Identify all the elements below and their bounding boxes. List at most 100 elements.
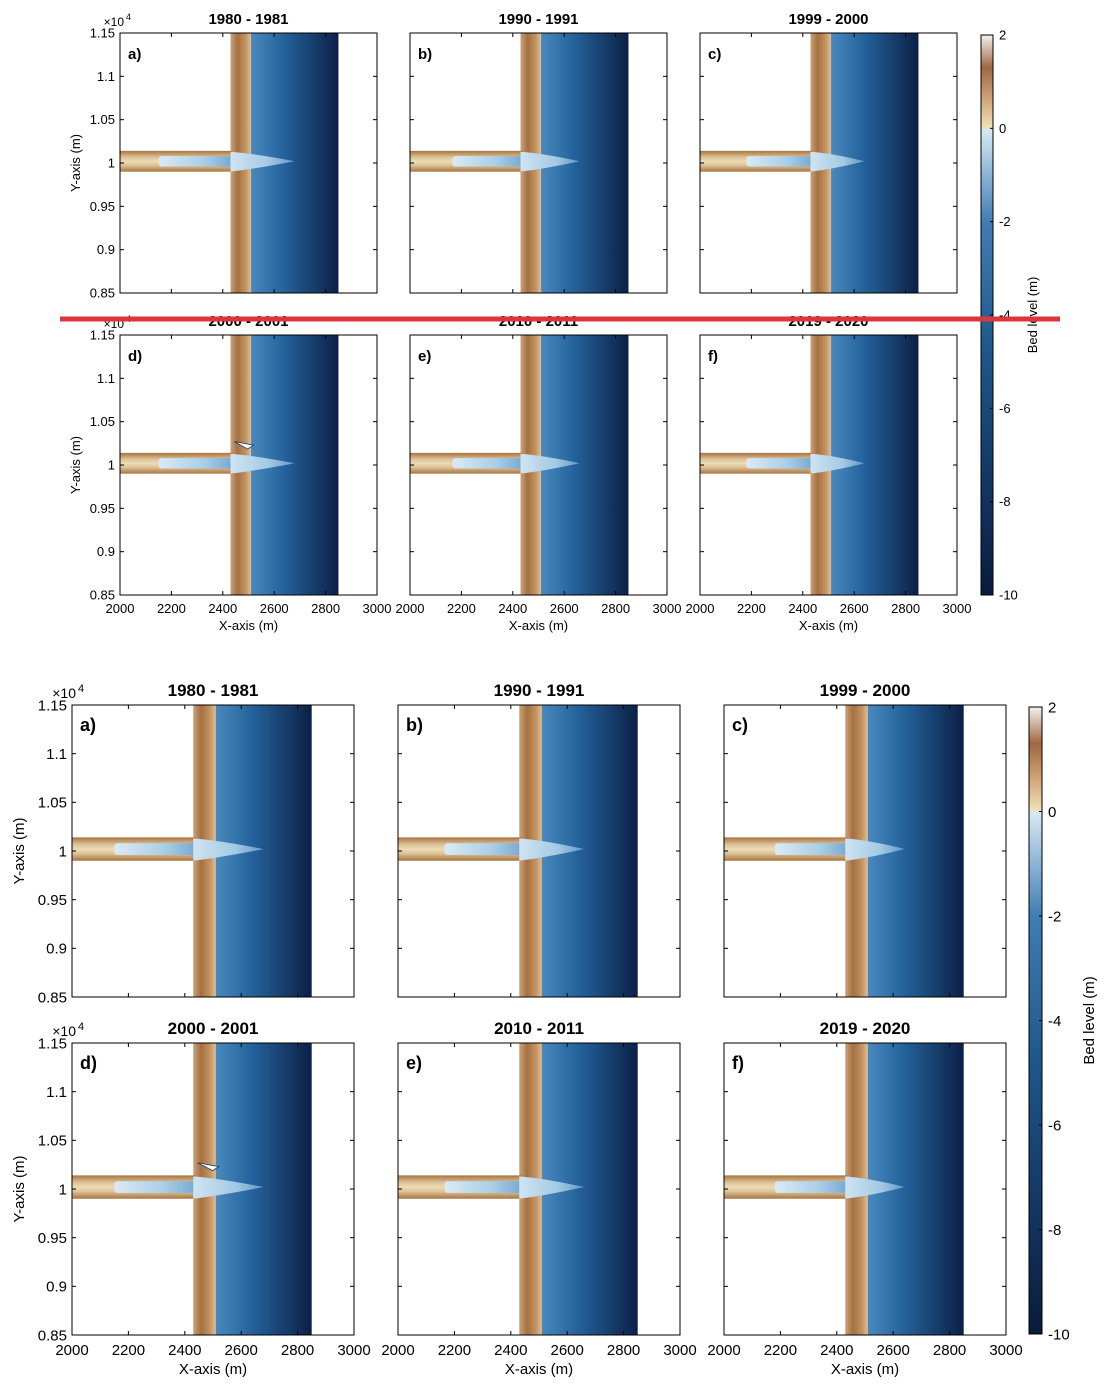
bed-level-map	[410, 33, 667, 293]
outflow-plume	[193, 838, 264, 861]
bed-level-map	[724, 705, 1006, 997]
outflow-plume	[520, 453, 580, 474]
x-tick-label: 2600	[550, 601, 579, 616]
y-multiplier-exponent: 4	[78, 1021, 84, 1033]
x-tick-label: 2200	[438, 1342, 471, 1359]
outflow-plume	[230, 453, 295, 474]
colorbar-tick-label: -8	[999, 494, 1011, 509]
x-axis-label: X-axis (m)	[509, 618, 568, 633]
y-tick-label: 0.95	[90, 199, 115, 214]
bed-level-map	[398, 1043, 680, 1335]
channel-water	[444, 1181, 525, 1193]
colorbar-tick-label: -6	[1048, 1117, 1061, 1134]
y-tick-label: 1.05	[38, 795, 67, 812]
panel-letter: e)	[418, 348, 431, 365]
y-tick-label: 0.9	[46, 941, 67, 958]
breach-feature	[234, 441, 255, 450]
bed-level-map	[72, 1043, 354, 1335]
x-tick-label: 3000	[337, 1342, 370, 1359]
outflow-plume	[519, 838, 585, 861]
y-tick-label: 0.85	[38, 989, 67, 1006]
x-tick-label: 2600	[840, 601, 869, 616]
y-multiplier: ×10	[104, 15, 125, 29]
y-tick-label: 0.95	[38, 892, 67, 909]
y-tick-label: 1.05	[90, 414, 115, 429]
channel-water	[774, 843, 851, 855]
colorbar-tick-label: -2	[1048, 908, 1061, 925]
x-tick-label: 2200	[737, 601, 766, 616]
x-tick-label: 2400	[208, 601, 237, 616]
x-axis-label: X-axis (m)	[219, 618, 278, 633]
panel-a: 1980 - 1981 a) 0.85 0.9 0.95 1 1.05 1.1 1.15×10 4…	[68, 11, 378, 301]
x-tick-label: 3000	[653, 601, 682, 616]
breach-feature	[197, 1162, 220, 1172]
bed-level-map	[410, 335, 667, 595]
y-tick-label: 1	[59, 1181, 67, 1198]
y-tick-label: 1	[59, 843, 67, 860]
x-tick-label: 2800	[933, 1342, 966, 1359]
y-tick-label: 1.1	[97, 69, 115, 84]
bed-level-map	[700, 335, 957, 595]
bed-level-map	[724, 1043, 1006, 1335]
x-tick-label: 2400	[494, 1342, 527, 1359]
y-axis-label: Y-axis (m)	[11, 818, 28, 885]
y-multiplier: ×10	[52, 1023, 76, 1039]
colorbar-tick-label: -4	[1048, 1013, 1061, 1030]
panel-letter: d)	[80, 1053, 97, 1073]
panel-letter: e)	[406, 1053, 422, 1073]
panel-title: 2000 - 2001	[168, 1019, 259, 1038]
colorbar-tick-label: -8	[1048, 1222, 1061, 1239]
y-axis-label: Y-axis (m)	[68, 134, 83, 192]
y-tick-label: 0.95	[38, 1230, 67, 1247]
y-tick-label: 1.05	[38, 1133, 67, 1150]
y-multiplier-exponent: 4	[126, 12, 131, 22]
panel-title: 1990 - 1991	[494, 681, 585, 700]
bed-level-map	[120, 33, 377, 293]
colorbar: 2 0 -2 -4 -6 -8 -10 Bed level (m)	[980, 28, 1040, 603]
colorbar-tick-label: -10	[1048, 1326, 1070, 1343]
x-tick-label: 2200	[157, 601, 186, 616]
x-tick-label: 2000	[106, 601, 135, 616]
bed-level-map	[398, 705, 680, 997]
x-tick-label: 2200	[764, 1342, 797, 1359]
panel-b: 1990 - 1991 b)	[397, 681, 681, 998]
panel-d: 2000 - 2001d)0.850.90.9511.051.11.15×104…	[68, 313, 391, 633]
y-tick-label: 1.15	[90, 328, 115, 343]
y-tick-label: 0.9	[46, 1279, 67, 1296]
panel-title: 1980 - 1981	[208, 11, 288, 28]
bed-level-map	[120, 335, 377, 595]
x-tick-label: 2800	[607, 1342, 640, 1359]
panel-letter: c)	[708, 46, 721, 63]
y-tick-label: 1.15	[90, 26, 115, 41]
bed-level-map	[72, 705, 354, 997]
channel-water	[444, 843, 525, 855]
x-tick-label: 2200	[112, 1342, 145, 1359]
channel-water	[452, 156, 526, 167]
channel-water	[158, 156, 236, 167]
colorbar: 2 0 -2 -4 -6 -8 -10 Bed level (m)	[1028, 699, 1098, 1343]
panel-title: 2019 - 2020	[820, 1019, 911, 1038]
y-multiplier: ×10	[52, 685, 76, 701]
y-tick-label: 1.15	[38, 697, 67, 714]
panel-f: 2019 - 2020f)200022002400260028003000X-a…	[686, 313, 972, 633]
outflow-plume	[519, 1176, 585, 1199]
x-tick-label: 2000	[686, 601, 715, 616]
channel-water	[114, 1181, 199, 1193]
y-tick-label: 1.1	[46, 1084, 67, 1101]
panel-c: 1999 - 2000 c)	[723, 681, 1007, 998]
x-tick-label: 3000	[943, 601, 972, 616]
y-tick-label: 1.1	[46, 746, 67, 763]
y-tick-label: 1.15	[38, 1035, 67, 1052]
y-axis-label: Y-axis (m)	[68, 436, 83, 494]
outflow-plume	[845, 838, 905, 861]
colorbar-label: Bed level (m)	[1025, 277, 1040, 354]
panel-title: 1999 - 2000	[788, 11, 868, 28]
x-tick-label: 2600	[260, 601, 289, 616]
x-tick-label: 2400	[498, 601, 527, 616]
outflow-plume	[810, 151, 865, 172]
y-tick-label: 1.05	[90, 112, 115, 127]
panel-letter: a)	[128, 46, 141, 63]
y-tick-label: 0.9	[97, 242, 115, 257]
